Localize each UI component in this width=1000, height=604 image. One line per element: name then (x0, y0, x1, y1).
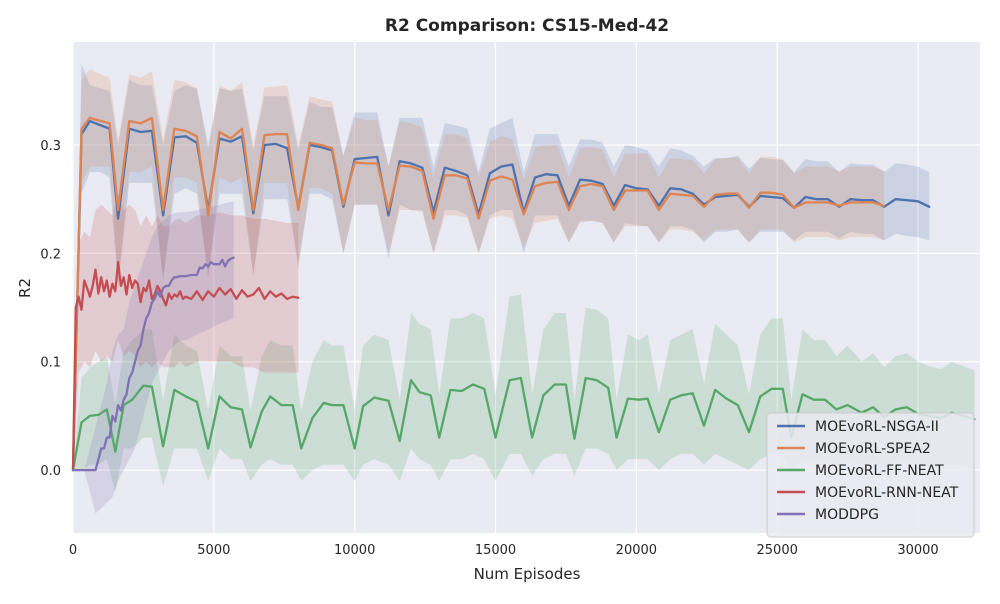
legend-label-moevorl-spea2: MOEvoRL-SPEA2 (815, 441, 931, 457)
tick-labels: 0 5000 10000 15000 20000 25000 30000 0.0 0.1 0.2 0… (40, 139, 938, 558)
moevorl-nsga-ii-band (73, 63, 930, 471)
x-tick-label: 0 (69, 543, 77, 558)
grid (72, 42, 980, 533)
moevorl-ff-neat-line (71, 376, 976, 472)
moevorl-rnn-neat-line (71, 260, 300, 472)
moevorl-spea2-band (73, 69, 885, 471)
legend-label-moevorl-ff-neat: MOEvoRL-FF-NEAT (815, 463, 944, 479)
x-tick-label: 10000 (334, 543, 375, 558)
y-tick-label: 0.2 (40, 247, 61, 262)
y-tick-label: 0.0 (40, 464, 61, 479)
moevorl-spea2-line (71, 116, 886, 472)
moevorl-rnn-neat-band (73, 193, 299, 471)
chart-title: R2 Comparison: CS15-Med-42 (385, 16, 669, 36)
x-tick-label: 20000 (616, 543, 657, 558)
x-tick-label: 30000 (897, 543, 938, 558)
legend-label-moddpg: MODDPG (815, 507, 879, 523)
series-lines (71, 116, 976, 472)
y-tick-label: 0.1 (40, 356, 61, 371)
x-axis-label: Num Episodes (474, 565, 581, 583)
x-tick-label: 15000 (475, 543, 516, 558)
y-axis-label: R2 (16, 278, 34, 298)
legend-box (766, 412, 975, 538)
legend-label-moevorl-rnn-neat: MOEvoRL-RNN-NEAT (815, 485, 959, 501)
legend: MOEvoRL-NSGA-II MOEvoRL-SPEA2 MOEvoRL-FF-N… (766, 412, 975, 538)
x-tick-label: 5000 (197, 543, 230, 558)
y-tick-label: 0.3 (40, 139, 61, 154)
x-tick-label: 25000 (757, 543, 798, 558)
moddpg-line (71, 256, 235, 472)
legend-label-moevorl-nsga-ii: MOEvoRL-NSGA-II (815, 419, 939, 435)
